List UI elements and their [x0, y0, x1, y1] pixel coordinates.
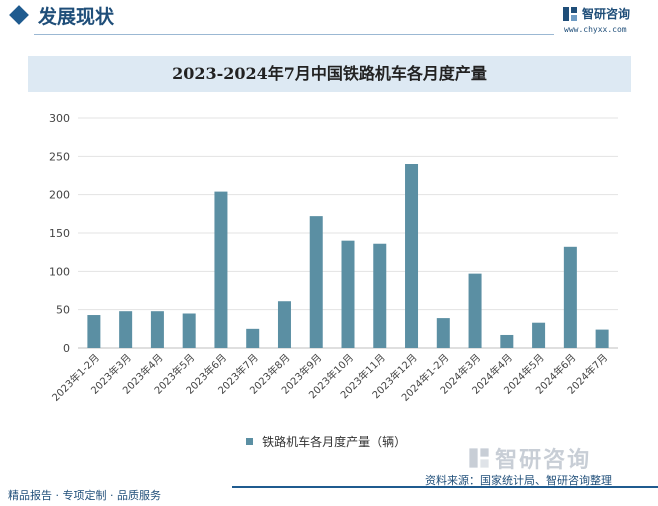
source-note: 资料来源：国家统计局、智研咨询整理: [425, 474, 612, 487]
footer-slogan: 精品报告 · 专项定制 · 品质服务: [8, 489, 161, 502]
brand-name: 智研咨询: [582, 7, 631, 21]
y-tick-label: 250: [49, 150, 70, 163]
watermark-mark-icon: [469, 448, 489, 468]
chart-title: 2023-2024年7月中国铁路机车各月度产量: [172, 64, 487, 83]
bar: [500, 334, 514, 348]
brand-logo: 智研咨询 www.chyxx.com: [562, 5, 652, 37]
bar: [405, 164, 419, 348]
watermark-logo: 智研咨询: [468, 442, 591, 473]
bar: [309, 216, 323, 348]
watermark-brand-name: 智研咨询: [495, 448, 592, 473]
legend-label: 铁路机车各月度产量（辆）: [262, 435, 407, 449]
bar: [373, 243, 387, 348]
brand-url: www.chyxx.com: [564, 25, 627, 34]
bar: [341, 240, 355, 348]
legend: 铁路机车各月度产量（辆）: [246, 431, 406, 449]
y-tick-label: 0: [63, 342, 70, 355]
y-tick-label: 300: [49, 112, 70, 125]
chart-title-band: 2023-2024年7月中国铁路机车各月度产量: [28, 56, 631, 92]
bar: [150, 311, 164, 348]
legend-swatch: [246, 438, 253, 445]
bar: [182, 313, 196, 348]
bar: [595, 329, 609, 348]
y-tick-label: 100: [49, 265, 70, 278]
footer-bar: 精品报告 · 专项定制 · 品质服务: [0, 482, 658, 506]
footer-accent-line: [232, 486, 658, 488]
y-tick-label: 200: [49, 189, 70, 202]
bar: [119, 311, 133, 348]
diamond-icon: [9, 5, 29, 25]
section-title: 发展现状: [38, 6, 115, 28]
header-divider: [34, 34, 554, 35]
brand-mark-icon: [563, 7, 577, 21]
y-tick-label: 50: [56, 304, 70, 317]
bar: [468, 273, 482, 348]
bar: [436, 318, 450, 348]
bar: [563, 246, 577, 348]
x-tick-label: 2023年1-2月: [49, 351, 102, 404]
bar: [246, 328, 260, 348]
header: 发展现状 智研咨询 www.chyxx.com: [0, 0, 658, 40]
y-tick-label: 150: [49, 227, 70, 240]
bar: [277, 301, 291, 348]
bar: [87, 315, 101, 348]
bar: [214, 191, 228, 348]
bar-chart: 0501001502002503002023年1-2月2023年3月2023年4…: [49, 112, 618, 404]
bar: [532, 322, 546, 348]
